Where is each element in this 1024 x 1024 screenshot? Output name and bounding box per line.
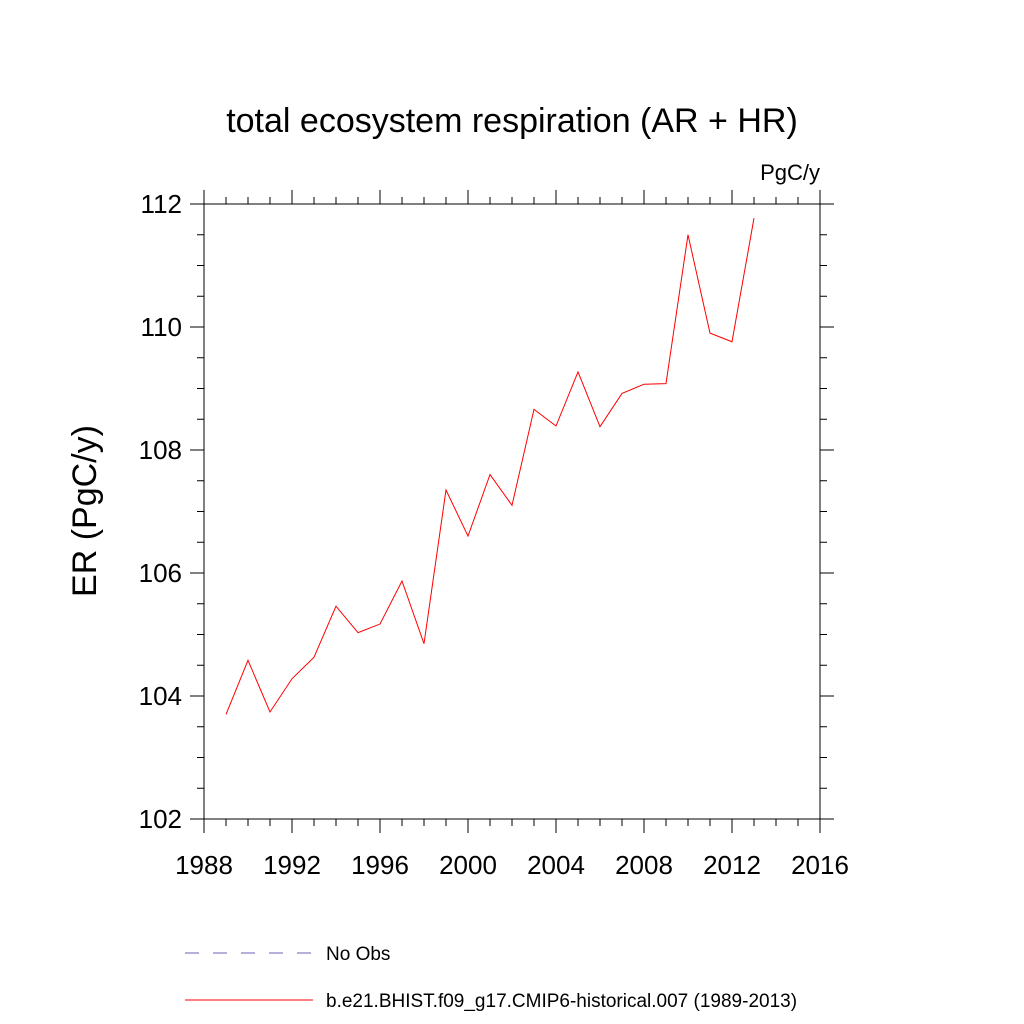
y-tick-label: 102 [139,804,182,834]
chart-title: total ecosystem respiration (AR + HR) [226,102,798,140]
series-layer [225,218,755,715]
series-line [225,218,755,715]
y-tick-label: 110 [141,312,182,342]
legend-label-0: No Obs [326,944,390,965]
legend: No Obs b.e21.BHIST.f09_g17.CMIP6-historic… [185,944,797,1012]
y-axis-label: ER (PgC/y) [66,425,104,597]
x-tick-label: 1996 [351,850,409,880]
x-tick-label: 2012 [703,850,761,880]
x-tick-label: 1992 [263,850,321,880]
y-tick-label: 108 [139,435,182,465]
chart-units: PgC/y [760,160,820,185]
x-tick-label: 2016 [791,850,849,880]
legend-label-1: b.e21.BHIST.f09_g17.CMIP6-historical.007… [326,991,797,1012]
x-tick-label: 2000 [439,850,497,880]
x-tick-label: 1988 [175,850,233,880]
x-tick-label: 2008 [615,850,673,880]
y-tick-label: 106 [139,558,182,588]
y-tick-label: 112 [141,189,182,219]
y-tick-label: 104 [139,681,182,711]
x-tick-label: 2004 [527,850,585,880]
axis-ticks: 1988 1992 1996 2000 2004 2008 2012 2016 102 104 10… [139,189,849,880]
plot-frame [203,203,821,820]
